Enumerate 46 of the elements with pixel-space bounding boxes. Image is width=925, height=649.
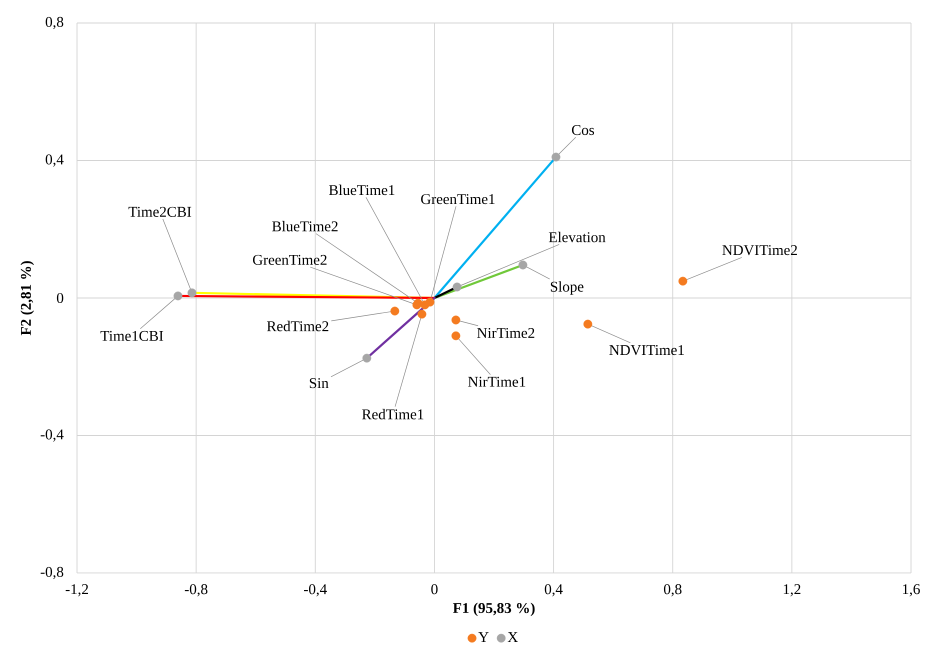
annotation: NirTime1 [468, 376, 526, 387]
point [583, 320, 592, 329]
point [418, 310, 426, 319]
x-tick-label: 1,2 [784, 584, 800, 596]
point [362, 354, 372, 363]
y-tick-label: 0,8 [46, 16, 64, 30]
x-tick-label: 0,4 [544, 584, 563, 596]
annotation: BlueTime1 [328, 184, 394, 196]
point [552, 152, 560, 162]
annotation: NirTime2 [477, 328, 534, 338]
point [518, 260, 528, 270]
annotation: Elevation [548, 232, 606, 242]
x-tick-label: -0,8 [184, 584, 208, 596]
point [452, 282, 462, 292]
annotation: Time2CBI [128, 206, 192, 217]
annotation: RedTime1 [362, 408, 424, 420]
point [426, 298, 434, 307]
annotation: Time1CBI [100, 330, 164, 341]
annotation: GreenTime1 [421, 194, 495, 204]
x-axis-title: F1 (95,83 %) [452, 602, 535, 616]
point [188, 288, 196, 298]
x-tick-label: 0 [431, 584, 438, 594]
x-tick-label: -0,4 [304, 584, 327, 596]
point [678, 276, 688, 286]
y-tick-label: -0,4 [40, 429, 64, 442]
x-tick-label: 1,6 [902, 584, 920, 596]
y-axis-title: F2 (2,81 %) [20, 261, 34, 336]
x-tick-label: 0,8 [664, 584, 682, 596]
annotation: NDVITime1 [609, 345, 684, 356]
y-tick-label: -0,8 [40, 566, 64, 580]
annotation: RedTime2 [266, 320, 328, 332]
y-tick-label: 0,4 [46, 154, 64, 167]
annotation: BlueTime2 [272, 220, 338, 232]
x-tick-label: -1,2 [66, 584, 88, 596]
annotation: Cos [572, 125, 594, 136]
point [390, 306, 400, 316]
y-tick-label: 0 [56, 292, 64, 304]
point [451, 316, 460, 324]
annotation: GreenTime2 [252, 254, 327, 265]
legend-label: X [508, 632, 518, 642]
point [451, 331, 460, 340]
annotation: NDVITime2 [722, 245, 797, 256]
annotation: Slope [550, 281, 584, 295]
point [174, 292, 182, 300]
legend-label: Y [478, 632, 489, 642]
annotation: Sin [310, 378, 329, 388]
